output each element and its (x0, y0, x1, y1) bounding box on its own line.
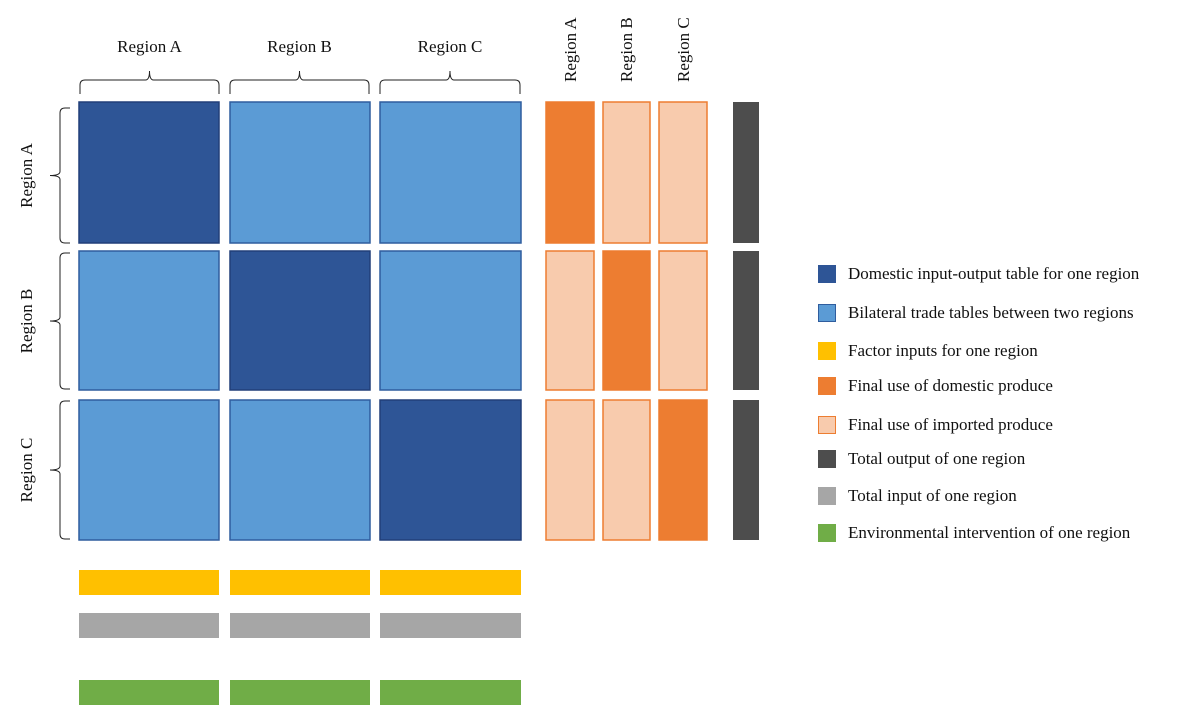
column-brace-c (379, 70, 521, 94)
domestic-io-cell-a-a (78, 101, 220, 244)
legend-item: Final use of imported produce (818, 415, 1053, 435)
factor-inputs-c (380, 570, 521, 595)
legend-item: Final use of domestic produce (818, 376, 1053, 396)
light-orange-square-icon (818, 416, 836, 434)
total-output-block (733, 102, 759, 540)
legend-label: Final use of imported produce (848, 415, 1053, 434)
row-headers: Region A Region B Region C (17, 107, 70, 540)
green-square-icon (818, 524, 836, 542)
legend-item: Total input of one region (818, 486, 1017, 506)
bilateral-trade-cell-c-a (78, 399, 220, 541)
row-brace-c (49, 400, 70, 540)
total-input-a (79, 613, 219, 638)
light-gray-square-icon (818, 487, 836, 505)
bilateral-trade-cell-a-b (229, 101, 371, 244)
light-blue-square-icon (818, 304, 836, 322)
io-matrix (78, 101, 522, 541)
domestic-io-cell-b-b (229, 250, 371, 391)
total-output-c (733, 400, 759, 540)
legend-label: Factor inputs for one region (848, 341, 1038, 360)
yellow-square-icon (818, 342, 836, 360)
domestic-io-cell-c-c (379, 399, 522, 541)
final-use-block (545, 101, 708, 541)
bilateral-trade-cell-a-c (379, 101, 522, 244)
dark-gray-square-icon (818, 450, 836, 468)
final-use-imported-c-a (545, 399, 595, 541)
final-use-imported-b-a (545, 250, 595, 391)
column-header-region-a: Region A (117, 37, 182, 56)
environmental-intervention-c (380, 680, 521, 705)
column-brace-b (229, 70, 370, 94)
final-use-header-region-b: Region B (617, 17, 636, 82)
total-input-b (230, 613, 370, 638)
legend-item: Domestic input-output table for one regi… (818, 264, 1139, 284)
factor-inputs-a (79, 570, 219, 595)
legend-item: Factor inputs for one region (818, 341, 1038, 361)
legend-label: Total output of one region (848, 449, 1026, 468)
column-headers: Region A Region B Region C (79, 37, 521, 94)
row-header-region-b: Region B (17, 289, 36, 354)
final-use-domestic-b-b (602, 250, 651, 391)
column-header-region-c: Region C (418, 37, 483, 56)
row-header-region-c: Region C (17, 438, 36, 503)
column-header-region-b: Region B (267, 37, 332, 56)
dark-blue-square-icon (818, 265, 836, 283)
row-header-region-a: Region A (17, 142, 36, 207)
final-use-domestic-a-a (545, 101, 595, 244)
orange-square-icon (818, 377, 836, 395)
final-use-imported-a-b (602, 101, 651, 244)
legend-item: Environmental intervention of one region (818, 523, 1130, 543)
total-output-a (733, 102, 759, 243)
legend-label: Bilateral trade tables between two regio… (848, 303, 1134, 322)
bilateral-trade-cell-c-b (229, 399, 371, 541)
final-use-imported-c-b (602, 399, 651, 541)
legend-item: Bilateral trade tables between two regio… (818, 303, 1134, 323)
column-brace-a (79, 70, 220, 94)
final-use-domestic-c-c (658, 399, 708, 541)
legend-label: Environmental intervention of one region (848, 523, 1131, 542)
legend-item: Total output of one region (818, 449, 1025, 469)
final-use-header-region-c: Region C (674, 17, 693, 82)
environmental-intervention-b (230, 680, 370, 705)
total-output-b (733, 251, 759, 390)
environmental-intervention-a (79, 680, 219, 705)
legend-label: Total input of one region (848, 486, 1017, 505)
total-input-c (380, 613, 521, 638)
bilateral-trade-cell-b-a (78, 250, 220, 391)
row-brace-a (49, 107, 70, 244)
final-use-headers: Region A Region B Region C (561, 17, 693, 82)
row-brace-b (49, 252, 70, 390)
final-use-imported-a-c (658, 101, 708, 244)
factor-inputs-b (230, 570, 370, 595)
bottom-rows (79, 570, 521, 705)
final-use-header-region-a: Region A (561, 17, 580, 82)
legend-label: Domestic input-output table for one regi… (848, 264, 1140, 283)
bilateral-trade-cell-b-c (379, 250, 522, 391)
legend-label: Final use of domestic produce (848, 376, 1053, 395)
final-use-imported-b-c (658, 250, 708, 391)
